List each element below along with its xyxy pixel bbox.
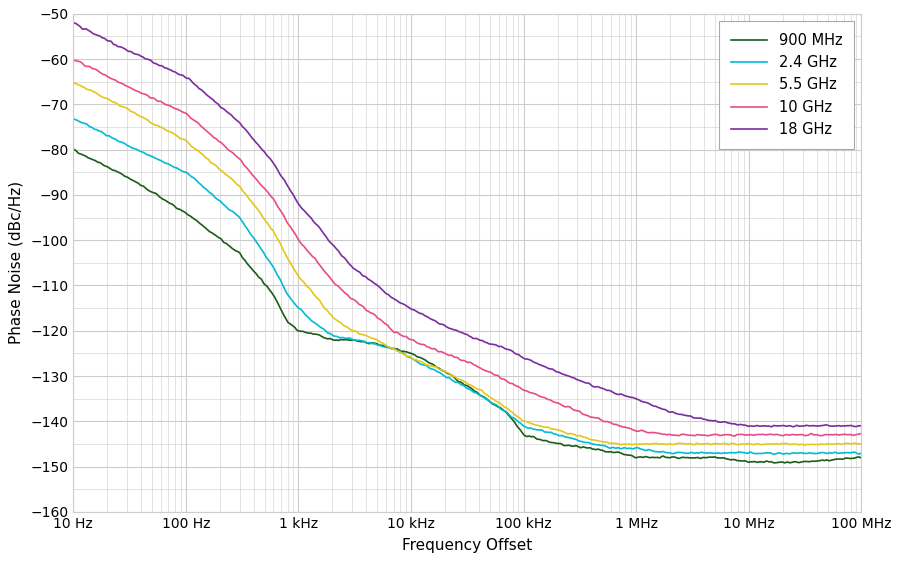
X-axis label: Frequency Offset: Frequency Offset: [402, 537, 533, 553]
5.5 GHz: [799, 442, 810, 448]
10 GHz: [68, 57, 78, 63]
5.5 GHz: [68, 79, 78, 86]
Legend: 900 MHz, 2.4 GHz, 5.5 GHz, 10 GHz, 18 GHz: 900 MHz, 2.4 GHz, 5.5 GHz, 10 GHz, 18 GH…: [719, 21, 854, 149]
Line: 18 GHz: 18 GHz: [73, 23, 861, 427]
2.4 GHz: [688, 450, 699, 457]
900 MHz: [856, 454, 867, 461]
Line: 2.4 GHz: 2.4 GHz: [73, 119, 861, 454]
18 GHz: [856, 422, 867, 429]
900 MHz: [833, 456, 844, 462]
5.5 GHz: [833, 440, 844, 447]
900 MHz: [770, 459, 780, 466]
18 GHz: [766, 424, 777, 430]
5.5 GHz: [430, 364, 441, 370]
900 MHz: [430, 363, 441, 370]
10 GHz: [833, 432, 844, 439]
Line: 900 MHz: 900 MHz: [73, 149, 861, 463]
5.5 GHz: [856, 441, 867, 448]
2.4 GHz: [451, 379, 462, 385]
18 GHz: [833, 422, 844, 429]
2.4 GHz: [430, 367, 441, 374]
10 GHz: [430, 346, 441, 353]
5.5 GHz: [108, 99, 119, 105]
10 GHz: [729, 433, 740, 439]
900 MHz: [688, 454, 699, 461]
2.4 GHz: [108, 135, 119, 142]
18 GHz: [833, 422, 844, 429]
2.4 GHz: [68, 116, 78, 122]
2.4 GHz: [769, 451, 779, 458]
900 MHz: [451, 376, 462, 383]
Y-axis label: Phase Noise (dBc/Hz): Phase Noise (dBc/Hz): [8, 181, 23, 344]
18 GHz: [688, 415, 699, 421]
5.5 GHz: [688, 442, 699, 448]
900 MHz: [68, 146, 78, 153]
10 GHz: [108, 76, 119, 83]
900 MHz: [833, 456, 844, 462]
10 GHz: [451, 354, 462, 361]
2.4 GHz: [856, 449, 867, 456]
900 MHz: [108, 167, 119, 174]
18 GHz: [68, 20, 78, 26]
2.4 GHz: [833, 450, 844, 457]
18 GHz: [451, 327, 462, 334]
2.4 GHz: [833, 450, 844, 457]
18 GHz: [430, 318, 441, 324]
10 GHz: [833, 432, 844, 439]
Line: 5.5 GHz: 5.5 GHz: [73, 82, 861, 445]
5.5 GHz: [833, 440, 844, 447]
5.5 GHz: [451, 375, 462, 381]
10 GHz: [688, 432, 699, 439]
Line: 10 GHz: 10 GHz: [73, 60, 861, 436]
10 GHz: [856, 430, 867, 437]
18 GHz: [108, 41, 119, 48]
